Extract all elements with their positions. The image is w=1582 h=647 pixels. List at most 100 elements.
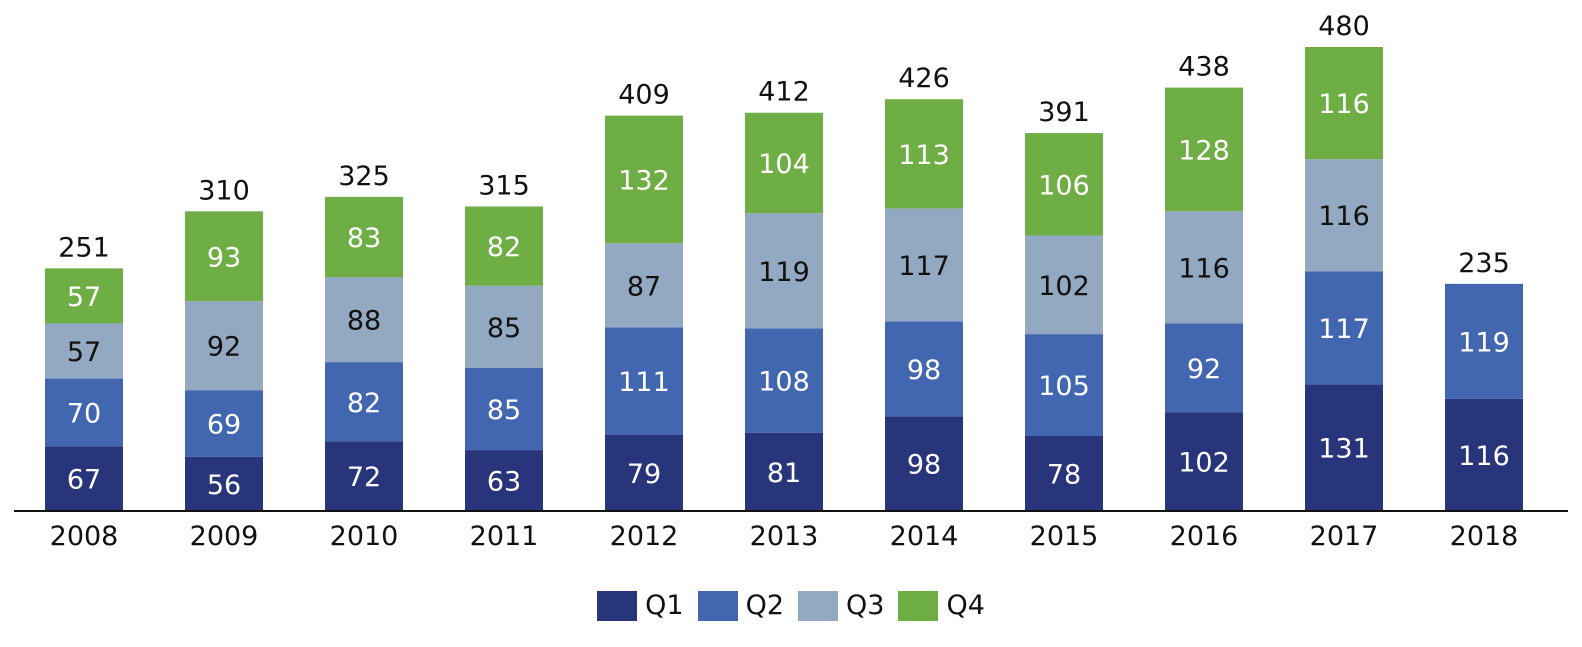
total-label-2015: 391 xyxy=(1038,97,1090,128)
data-label-q2-2018: 119 xyxy=(1458,327,1510,358)
bar-segment-q3-2017 xyxy=(1305,159,1383,272)
x-tick-label-2011: 2011 xyxy=(470,521,539,552)
bar-segment-q1-2018 xyxy=(1445,398,1523,511)
legend-swatch-q3 xyxy=(798,590,838,621)
data-label-q3-2008: 57 xyxy=(67,337,101,368)
bar-segment-q2-2013 xyxy=(745,328,823,433)
data-label-q3-2014: 117 xyxy=(898,251,950,282)
data-label-q4-2017: 116 xyxy=(1318,89,1370,120)
bar-segment-q2-2014 xyxy=(885,321,963,417)
bar-segment-q3-2015 xyxy=(1025,235,1103,335)
data-label-q2-2009: 69 xyxy=(207,410,241,441)
data-label-q4-2011: 82 xyxy=(487,232,521,263)
bar-segment-q1-2017 xyxy=(1305,384,1383,511)
legend-item-q2: Q2 xyxy=(697,590,784,621)
legend-swatch-q2 xyxy=(697,590,738,621)
legend-item-q1: Q1 xyxy=(597,590,684,621)
data-label-q2-2014: 98 xyxy=(907,355,941,386)
data-label-q2-2011: 85 xyxy=(487,395,521,426)
x-tick-label-2008: 2008 xyxy=(50,521,119,552)
total-label-2018: 235 xyxy=(1458,248,1510,279)
bar-segment-q1-2009 xyxy=(185,456,263,511)
data-label-q4-2013: 104 xyxy=(758,149,810,180)
bar-segment-q2-2011 xyxy=(465,367,543,451)
bar-segment-q1-2012 xyxy=(605,434,683,511)
data-label-q3-2011: 85 xyxy=(487,313,521,344)
bar-segment-q3-2009 xyxy=(185,301,263,391)
legend-item-q3: Q3 xyxy=(798,590,884,621)
bar-segment-q3-2016 xyxy=(1165,211,1243,324)
bar-segment-q2-2017 xyxy=(1305,271,1383,385)
bar-segment-q4-2008 xyxy=(45,268,123,324)
data-label-q1-2008: 67 xyxy=(67,465,101,496)
bar-segment-q2-2015 xyxy=(1025,334,1103,436)
legend-swatch-q1 xyxy=(597,590,638,621)
data-label-q1-2014: 98 xyxy=(907,450,941,481)
data-label-q3-2013: 119 xyxy=(758,257,810,288)
data-label-q4-2014: 113 xyxy=(898,140,950,171)
legend-label-q3: Q3 xyxy=(846,590,885,621)
bar-segment-q4-2011 xyxy=(465,206,543,286)
data-label-q2-2012: 111 xyxy=(618,367,670,398)
bar-segment-q4-2010 xyxy=(325,196,403,278)
bar-segment-q4-2015 xyxy=(1025,133,1103,236)
total-label-2017: 480 xyxy=(1318,11,1370,42)
bar-segment-q1-2014 xyxy=(885,416,963,511)
bar-segment-q4-2009 xyxy=(185,211,263,302)
data-label-q3-2017: 116 xyxy=(1318,201,1370,232)
x-tick-label-2014: 2014 xyxy=(890,521,959,552)
legend: Q1 Q2 Q3 Q4 xyxy=(0,590,1582,621)
total-label-2011: 315 xyxy=(478,171,530,202)
data-label-q1-2010: 72 xyxy=(347,462,381,493)
data-label-q1-2012: 79 xyxy=(627,459,661,490)
bar-segment-q1-2015 xyxy=(1025,435,1103,511)
bar-segment-q4-2013 xyxy=(745,112,823,214)
data-label-q4-2008: 57 xyxy=(67,282,101,313)
data-label-q4-2012: 132 xyxy=(618,165,670,196)
x-tick-label-2018: 2018 xyxy=(1450,521,1519,552)
bar-segment-q2-2012 xyxy=(605,327,683,435)
bar-segment-q3-2014 xyxy=(885,208,963,322)
bar-segment-q2-2008 xyxy=(45,378,123,447)
legend-item-q4: Q4 xyxy=(898,590,985,621)
total-label-2009: 310 xyxy=(198,175,250,206)
data-label-q4-2016: 128 xyxy=(1178,135,1230,166)
total-label-2008: 251 xyxy=(58,232,110,263)
data-label-q2-2008: 70 xyxy=(67,398,101,429)
total-label-2014: 426 xyxy=(898,63,950,94)
data-label-q4-2009: 93 xyxy=(207,242,241,273)
data-label-q3-2009: 92 xyxy=(207,332,241,363)
data-label-q3-2016: 116 xyxy=(1178,253,1230,284)
bar-segment-q3-2008 xyxy=(45,323,123,379)
data-label-q2-2013: 108 xyxy=(758,367,810,398)
bar-segment-q4-2017 xyxy=(1305,47,1383,160)
bar-segment-q4-2016 xyxy=(1165,87,1243,212)
x-tick-label-2015: 2015 xyxy=(1030,521,1099,552)
data-label-q2-2016: 92 xyxy=(1187,354,1221,385)
data-label-q1-2013: 81 xyxy=(767,458,801,489)
bar-segment-q2-2016 xyxy=(1165,323,1243,413)
bar-segment-q1-2008 xyxy=(45,446,123,511)
x-tick-label-2017: 2017 xyxy=(1310,521,1379,552)
legend-label-q1: Q1 xyxy=(645,590,684,621)
data-label-q2-2010: 82 xyxy=(347,388,381,419)
data-label-q1-2011: 63 xyxy=(487,467,521,498)
bar-segment-q4-2012 xyxy=(605,115,683,244)
bar-segment-q3-2012 xyxy=(605,243,683,328)
data-label-q3-2010: 88 xyxy=(347,306,381,337)
data-label-q2-2015: 105 xyxy=(1038,371,1090,402)
bar-segment-q1-2013 xyxy=(745,432,823,511)
data-label-q3-2015: 102 xyxy=(1038,271,1090,302)
stacked-bar-chart: 67 70 57 57 251 2008 56 69 92 93 310 2009 72 82 88 83 32… xyxy=(14,11,1568,552)
x-tick-label-2009: 2009 xyxy=(190,521,259,552)
bar-segment-q3-2013 xyxy=(745,213,823,329)
total-label-2012: 409 xyxy=(618,80,670,111)
bar-segment-q1-2016 xyxy=(1165,412,1243,511)
data-label-q1-2009: 56 xyxy=(207,470,241,501)
bar-segment-q4-2014 xyxy=(885,99,963,209)
x-tick-label-2010: 2010 xyxy=(330,521,399,552)
x-tick-label-2016: 2016 xyxy=(1170,521,1239,552)
x-tick-label-2013: 2013 xyxy=(750,521,819,552)
legend-swatch-q4 xyxy=(898,590,939,621)
